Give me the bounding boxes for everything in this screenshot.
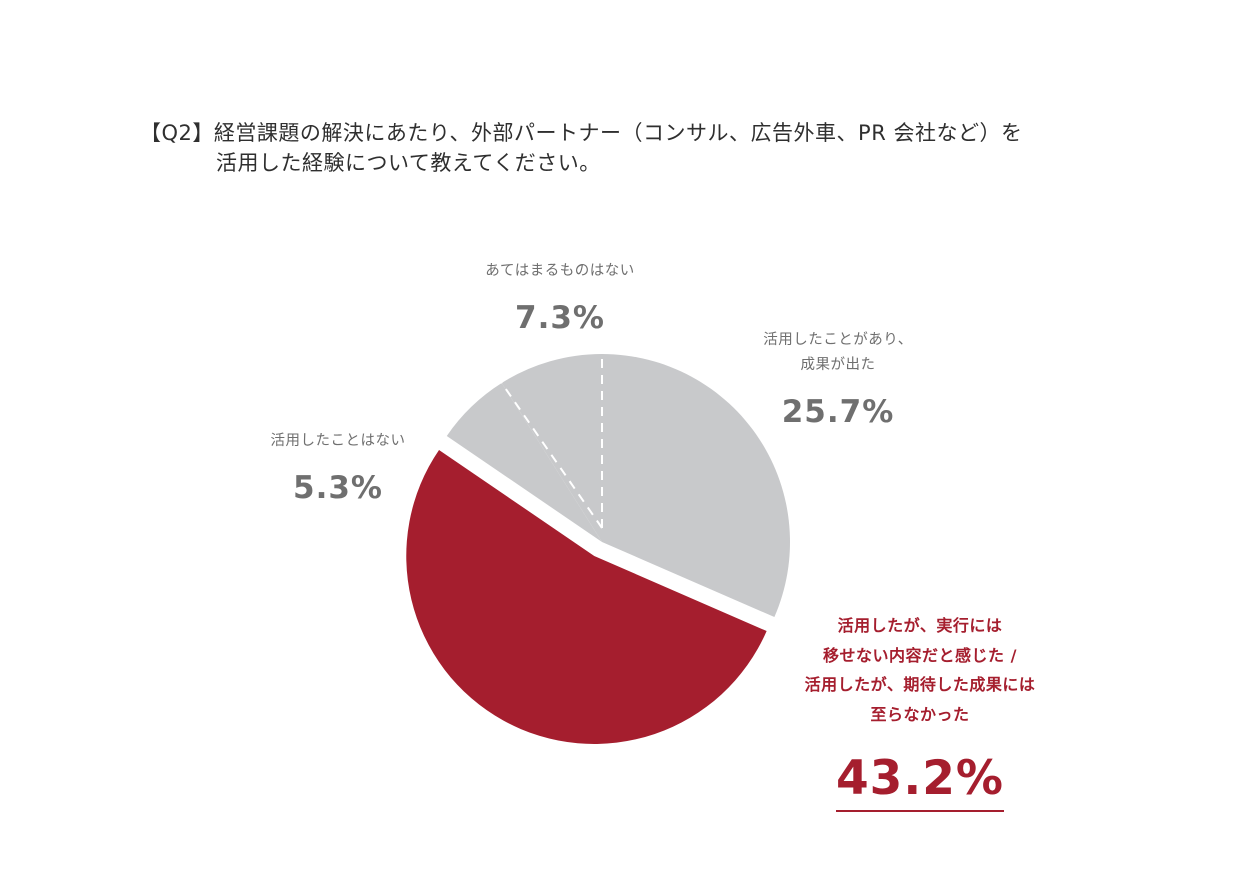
separator-unused-none	[500, 382, 603, 529]
slice-name-unused: 活用したことはない	[248, 429, 428, 454]
slice-name-no-result-line-2: 移せない内容だと感じた /	[823, 645, 1017, 665]
slice-label-no-result: 活用したが、実行には 移せない内容だと感じた / 活用したが、期待した成果には …	[775, 611, 1065, 812]
slice-value-none: 7.3%	[515, 300, 605, 336]
question-line-1: 【Q2】経営課題の解決にあたり、外部パートナー（コンサル、広告外車、PR 会社な…	[140, 121, 1023, 145]
pie-slice-no-result	[406, 449, 767, 744]
slice-name-no-result-line-3: 活用したが、期待した成果には	[804, 675, 1036, 694]
slice-name-result-line-2: 成果が出た	[800, 357, 876, 373]
slice-name-none-line-1: あてはまるものはない	[485, 263, 635, 279]
slice-name-unused-line-1: 活用したことはない	[270, 433, 406, 449]
pie-slice-result	[602, 354, 791, 618]
question-line-2: 活用した経験について教えてください。	[216, 151, 601, 175]
slice-label-unused: 活用したことはない 5.3%	[248, 429, 428, 506]
pie-slice-none	[501, 354, 602, 542]
slice-name-result: 活用したことがあり、 成果が出た	[748, 328, 928, 378]
slice-label-none: あてはまるものはない 7.3%	[470, 259, 650, 336]
slice-name-result-line-1: 活用したことがあり、	[763, 332, 913, 348]
slice-name-no-result-line-4: 至らなかった	[870, 704, 970, 724]
pie-slice-unused	[446, 383, 602, 542]
question-text: 【Q2】経営課題の解決にあたり、外部パートナー（コンサル、広告外車、PR 会社な…	[140, 118, 1022, 178]
slice-name-no-result: 活用したが、実行には 移せない内容だと感じた / 活用したが、期待した成果には …	[775, 611, 1065, 729]
slice-name-no-result-line-1: 活用したが、実行には	[837, 616, 1003, 635]
slice-value-unused: 5.3%	[293, 470, 383, 506]
slice-label-result: 活用したことがあり、 成果が出た 25.7%	[748, 328, 928, 430]
slice-name-none: あてはまるものはない	[470, 259, 650, 284]
slice-value-result: 25.7%	[781, 394, 895, 430]
slice-value-no-result: 43.2%	[835, 751, 1005, 812]
